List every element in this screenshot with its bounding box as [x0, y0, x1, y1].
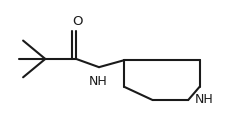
Text: NH: NH [88, 75, 107, 88]
Text: O: O [71, 15, 82, 28]
Text: NH: NH [194, 93, 213, 106]
